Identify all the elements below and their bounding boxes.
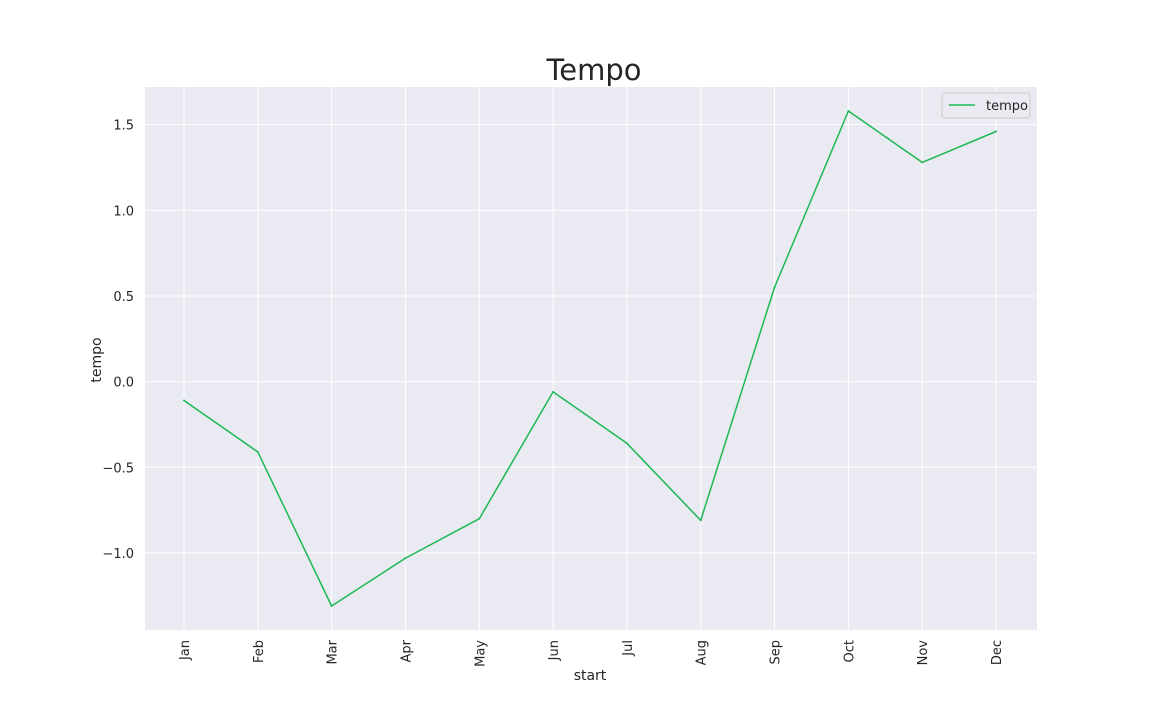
chart-title: Tempo <box>545 53 641 87</box>
x-tick-label: Jul <box>621 640 636 657</box>
y-tick-label: −0.5 <box>102 461 134 476</box>
data-point <box>552 390 555 393</box>
series-line-tempo <box>183 110 997 607</box>
legend: tempo <box>941 92 1031 119</box>
data-point <box>773 286 776 289</box>
x-tick-label: Mar <box>326 639 341 664</box>
x-tick-label: May <box>473 640 488 667</box>
x-tick-label: Jan <box>178 640 193 661</box>
data-point <box>183 399 185 402</box>
legend-label: tempo <box>986 99 1028 114</box>
x-tick-label: Feb <box>252 640 267 663</box>
series-layer <box>183 109 997 608</box>
data-point <box>699 519 702 522</box>
y-tick-label: 0.0 <box>113 376 134 391</box>
x-tick-labels: Jan Feb Mar Apr May Jun Jul Aug Sep Oct Nov Dec <box>178 639 1005 667</box>
legend-box <box>941 92 1031 119</box>
data-point <box>478 517 481 520</box>
x-tick-label: Apr <box>399 639 414 662</box>
x-tick-label: Sep <box>769 640 784 665</box>
y-axis-label: tempo <box>89 337 105 382</box>
y-tick-labels: −1.0 −0.5 0.0 0.5 1.0 1.5 <box>102 119 134 562</box>
x-tick-label: Nov <box>916 640 931 666</box>
y-tick-label: 0.5 <box>113 290 134 305</box>
plot-background <box>145 87 1037 630</box>
x-axis-label: start <box>574 668 607 684</box>
data-point <box>404 557 407 560</box>
data-point <box>625 442 628 445</box>
data-point <box>921 161 924 164</box>
y-tick-label: 1.5 <box>113 119 134 134</box>
grid-lines <box>145 87 1037 630</box>
data-point <box>330 605 333 608</box>
x-tick-label: Dec <box>990 640 1005 665</box>
x-tick-label: Jun <box>547 640 562 661</box>
data-point <box>847 109 850 112</box>
x-tick-label: Aug <box>695 640 710 665</box>
data-point <box>995 130 997 133</box>
y-tick-label: 1.0 <box>113 204 134 219</box>
data-point <box>256 450 259 453</box>
y-tick-label: −1.0 <box>102 547 134 562</box>
x-tick-label: Oct <box>842 640 857 662</box>
